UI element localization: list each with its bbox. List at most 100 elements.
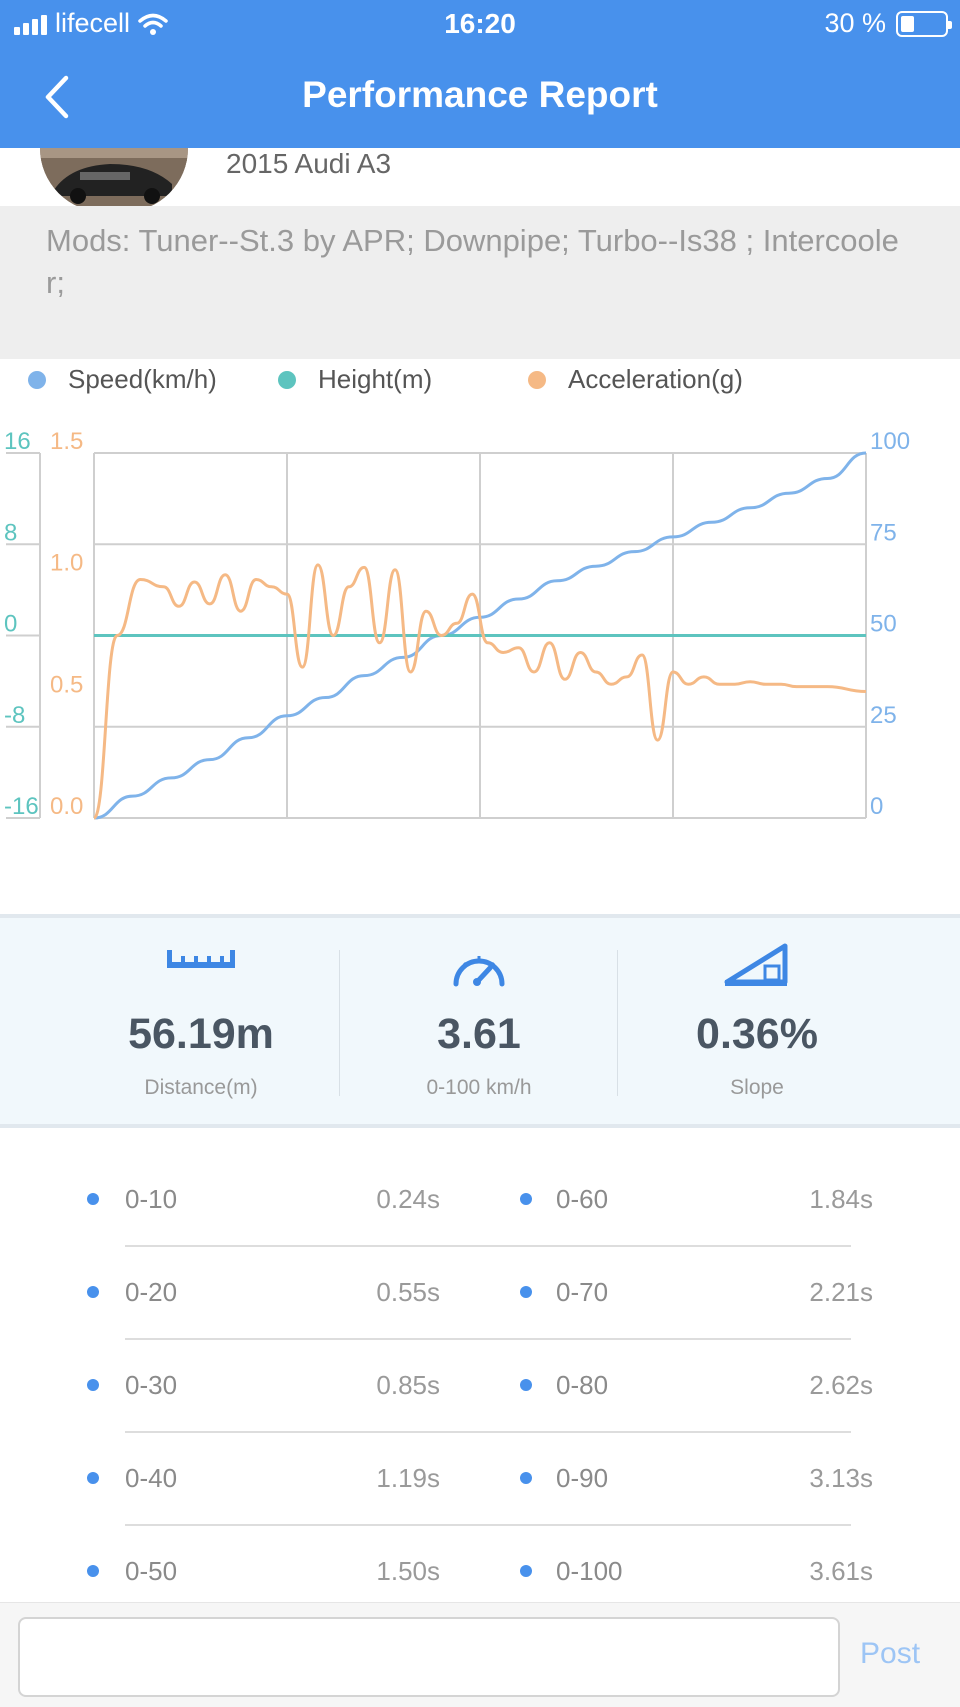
- acceleration-time-stat: 3.61 0-100 km/h: [339, 918, 619, 1124]
- height-tick-label: 8: [4, 519, 17, 546]
- slope-stat: 0.36% Slope: [617, 918, 897, 1124]
- distance-stat: 56.19m Distance(m): [61, 918, 341, 1124]
- acceleration-time-label: 0-100 km/h: [426, 1076, 532, 1099]
- legend-acceleration-label: Acceleration(g): [568, 364, 743, 394]
- row-divider: [125, 1245, 851, 1247]
- acceleration-tick-label: 1.0: [50, 550, 83, 577]
- interval-row: 0-50 1.50s 0-100 3.61s: [0, 1524, 960, 1617]
- legend-acceleration-marker: [528, 370, 546, 389]
- interval-time: 2.62s: [809, 1370, 873, 1400]
- ruler-icon: [167, 950, 235, 968]
- back-button[interactable]: [38, 70, 78, 124]
- interval-time: 1.19s: [376, 1463, 440, 1493]
- signal-icon: [14, 13, 47, 35]
- row-divider: [125, 1431, 851, 1433]
- battery-level: [901, 15, 914, 32]
- legend-speed: Speed(km/h): [28, 364, 217, 395]
- speed-tick-label: 100: [870, 428, 910, 455]
- chart-plot: 16 8 0 -8 -16 1.5 1.0 0.5 0.0 100 75 50 25 0: [4, 428, 910, 820]
- performance-chart: Speed(km/h) Height(m) Acceleration(g) 16…: [0, 359, 960, 914]
- acceleration-tick-label: 0.5: [50, 671, 83, 698]
- interval-range: 0-50: [125, 1556, 178, 1586]
- slope-value: 0.36%: [696, 1010, 818, 1058]
- interval-range: 0-40: [125, 1463, 178, 1493]
- interval-time: 0.55s: [376, 1277, 440, 1307]
- row-divider: [125, 1338, 851, 1340]
- legend-speed-label: Speed(km/h): [68, 364, 217, 394]
- legend-acceleration: Acceleration(g): [528, 364, 743, 395]
- interval-time: 0.85s: [376, 1370, 440, 1400]
- mods-text: Mods: Tuner--St.3 by APR; Downpipe; Turb…: [46, 223, 899, 300]
- wifi-icon: [138, 13, 168, 35]
- interval-range: 0-90: [556, 1463, 609, 1493]
- car-avatar[interactable]: [40, 148, 188, 212]
- page-title: Performance Report: [302, 74, 658, 115]
- status-bar: lifecell 16:20 30 %: [0, 0, 960, 50]
- battery-percent: 30 %: [824, 8, 886, 38]
- interval-row: 0-30 0.85s 0-80 2.62s: [0, 1338, 960, 1431]
- distance-label: Distance(m): [144, 1076, 258, 1099]
- interval-range: 0-20: [125, 1277, 178, 1307]
- height-tick-label: 0: [4, 611, 17, 638]
- acceleration-tick-label: 1.5: [50, 428, 83, 455]
- bullet-dot-icon: [87, 1193, 99, 1205]
- bullet-dot-icon: [520, 1193, 532, 1205]
- speed-tick-label: 50: [870, 611, 897, 638]
- bullet-dot-icon: [520, 1286, 532, 1298]
- speedometer-icon: [453, 956, 505, 987]
- comment-input[interactable]: [18, 1617, 840, 1697]
- interval-row: 0-10 0.24s 0-60 1.84s: [0, 1152, 960, 1245]
- carrier-name: lifecell: [55, 8, 131, 38]
- interval-range: 0-10: [125, 1184, 178, 1214]
- height-tick-label: -8: [4, 702, 25, 729]
- summary-panel: 56.19m Distance(m) 3.61 0-100 km/h: [0, 914, 960, 1128]
- post-button[interactable]: Post: [860, 1637, 921, 1670]
- bullet-dot-icon: [520, 1472, 532, 1484]
- bullet-dot-icon: [520, 1565, 532, 1577]
- interval-time: 2.21s: [809, 1277, 873, 1307]
- car-name: 2015 Audi A3: [226, 148, 392, 179]
- height-tick-label: 16: [4, 428, 31, 455]
- legend-height-label: Height(m): [318, 364, 433, 394]
- distance-value: 56.19m: [128, 1010, 274, 1058]
- bullet-dot-icon: [87, 1379, 99, 1391]
- interval-time: 3.13s: [809, 1463, 873, 1493]
- speed-tick-label: 0: [870, 793, 883, 820]
- acceleration-series-line: [92, 563, 867, 820]
- battery-status: 30 %: [824, 8, 952, 39]
- speed-interval-list: 0-10 0.24s 0-60 1.84s 0-20 0.55s 0-70 2.21s 0-30…: [0, 1128, 960, 1602]
- header-bar: lifecell 16:20 30 % Performance: [0, 0, 960, 148]
- battery-icon: [896, 10, 952, 37]
- speed-tick-label: 75: [870, 519, 897, 546]
- carrier-info: lifecell: [14, 8, 168, 39]
- bullet-dot-icon: [520, 1379, 532, 1391]
- comment-bar: Post: [0, 1602, 960, 1707]
- slope-label: Slope: [730, 1076, 784, 1099]
- interval-range: 0-70: [556, 1277, 609, 1307]
- legend-speed-marker: [28, 370, 46, 389]
- slope-icon: [724, 943, 788, 986]
- legend-height: Height(m): [278, 364, 432, 395]
- interval-time: 1.50s: [376, 1556, 440, 1586]
- acceleration-time-value: 3.61: [437, 1010, 521, 1058]
- mods-panel: Mods: Tuner--St.3 by APR; Downpipe; Turb…: [0, 206, 960, 359]
- interval-range: 0-80: [556, 1370, 609, 1400]
- interval-range: 0-60: [556, 1184, 609, 1214]
- interval-row: 0-40 1.19s 0-90 3.13s: [0, 1431, 960, 1524]
- car-profile: 2015 Audi A3: [0, 148, 960, 212]
- car-photo: [40, 148, 188, 212]
- interval-time: 0.24s: [376, 1184, 440, 1214]
- interval-range: 0-100: [556, 1556, 623, 1586]
- legend-height-marker: [278, 370, 296, 389]
- bullet-dot-icon: [87, 1472, 99, 1484]
- clock: 16:20: [444, 8, 516, 39]
- chart-legend: Speed(km/h) Height(m) Acceleration(g): [0, 359, 960, 399]
- height-tick-label: -16: [4, 793, 39, 820]
- chevron-left-icon: [45, 75, 69, 119]
- row-divider: [125, 1524, 851, 1526]
- speed-tick-label: 25: [870, 702, 897, 729]
- interval-range: 0-30: [125, 1370, 178, 1400]
- interval-time: 3.61s: [809, 1556, 873, 1586]
- bullet-dot-icon: [87, 1286, 99, 1298]
